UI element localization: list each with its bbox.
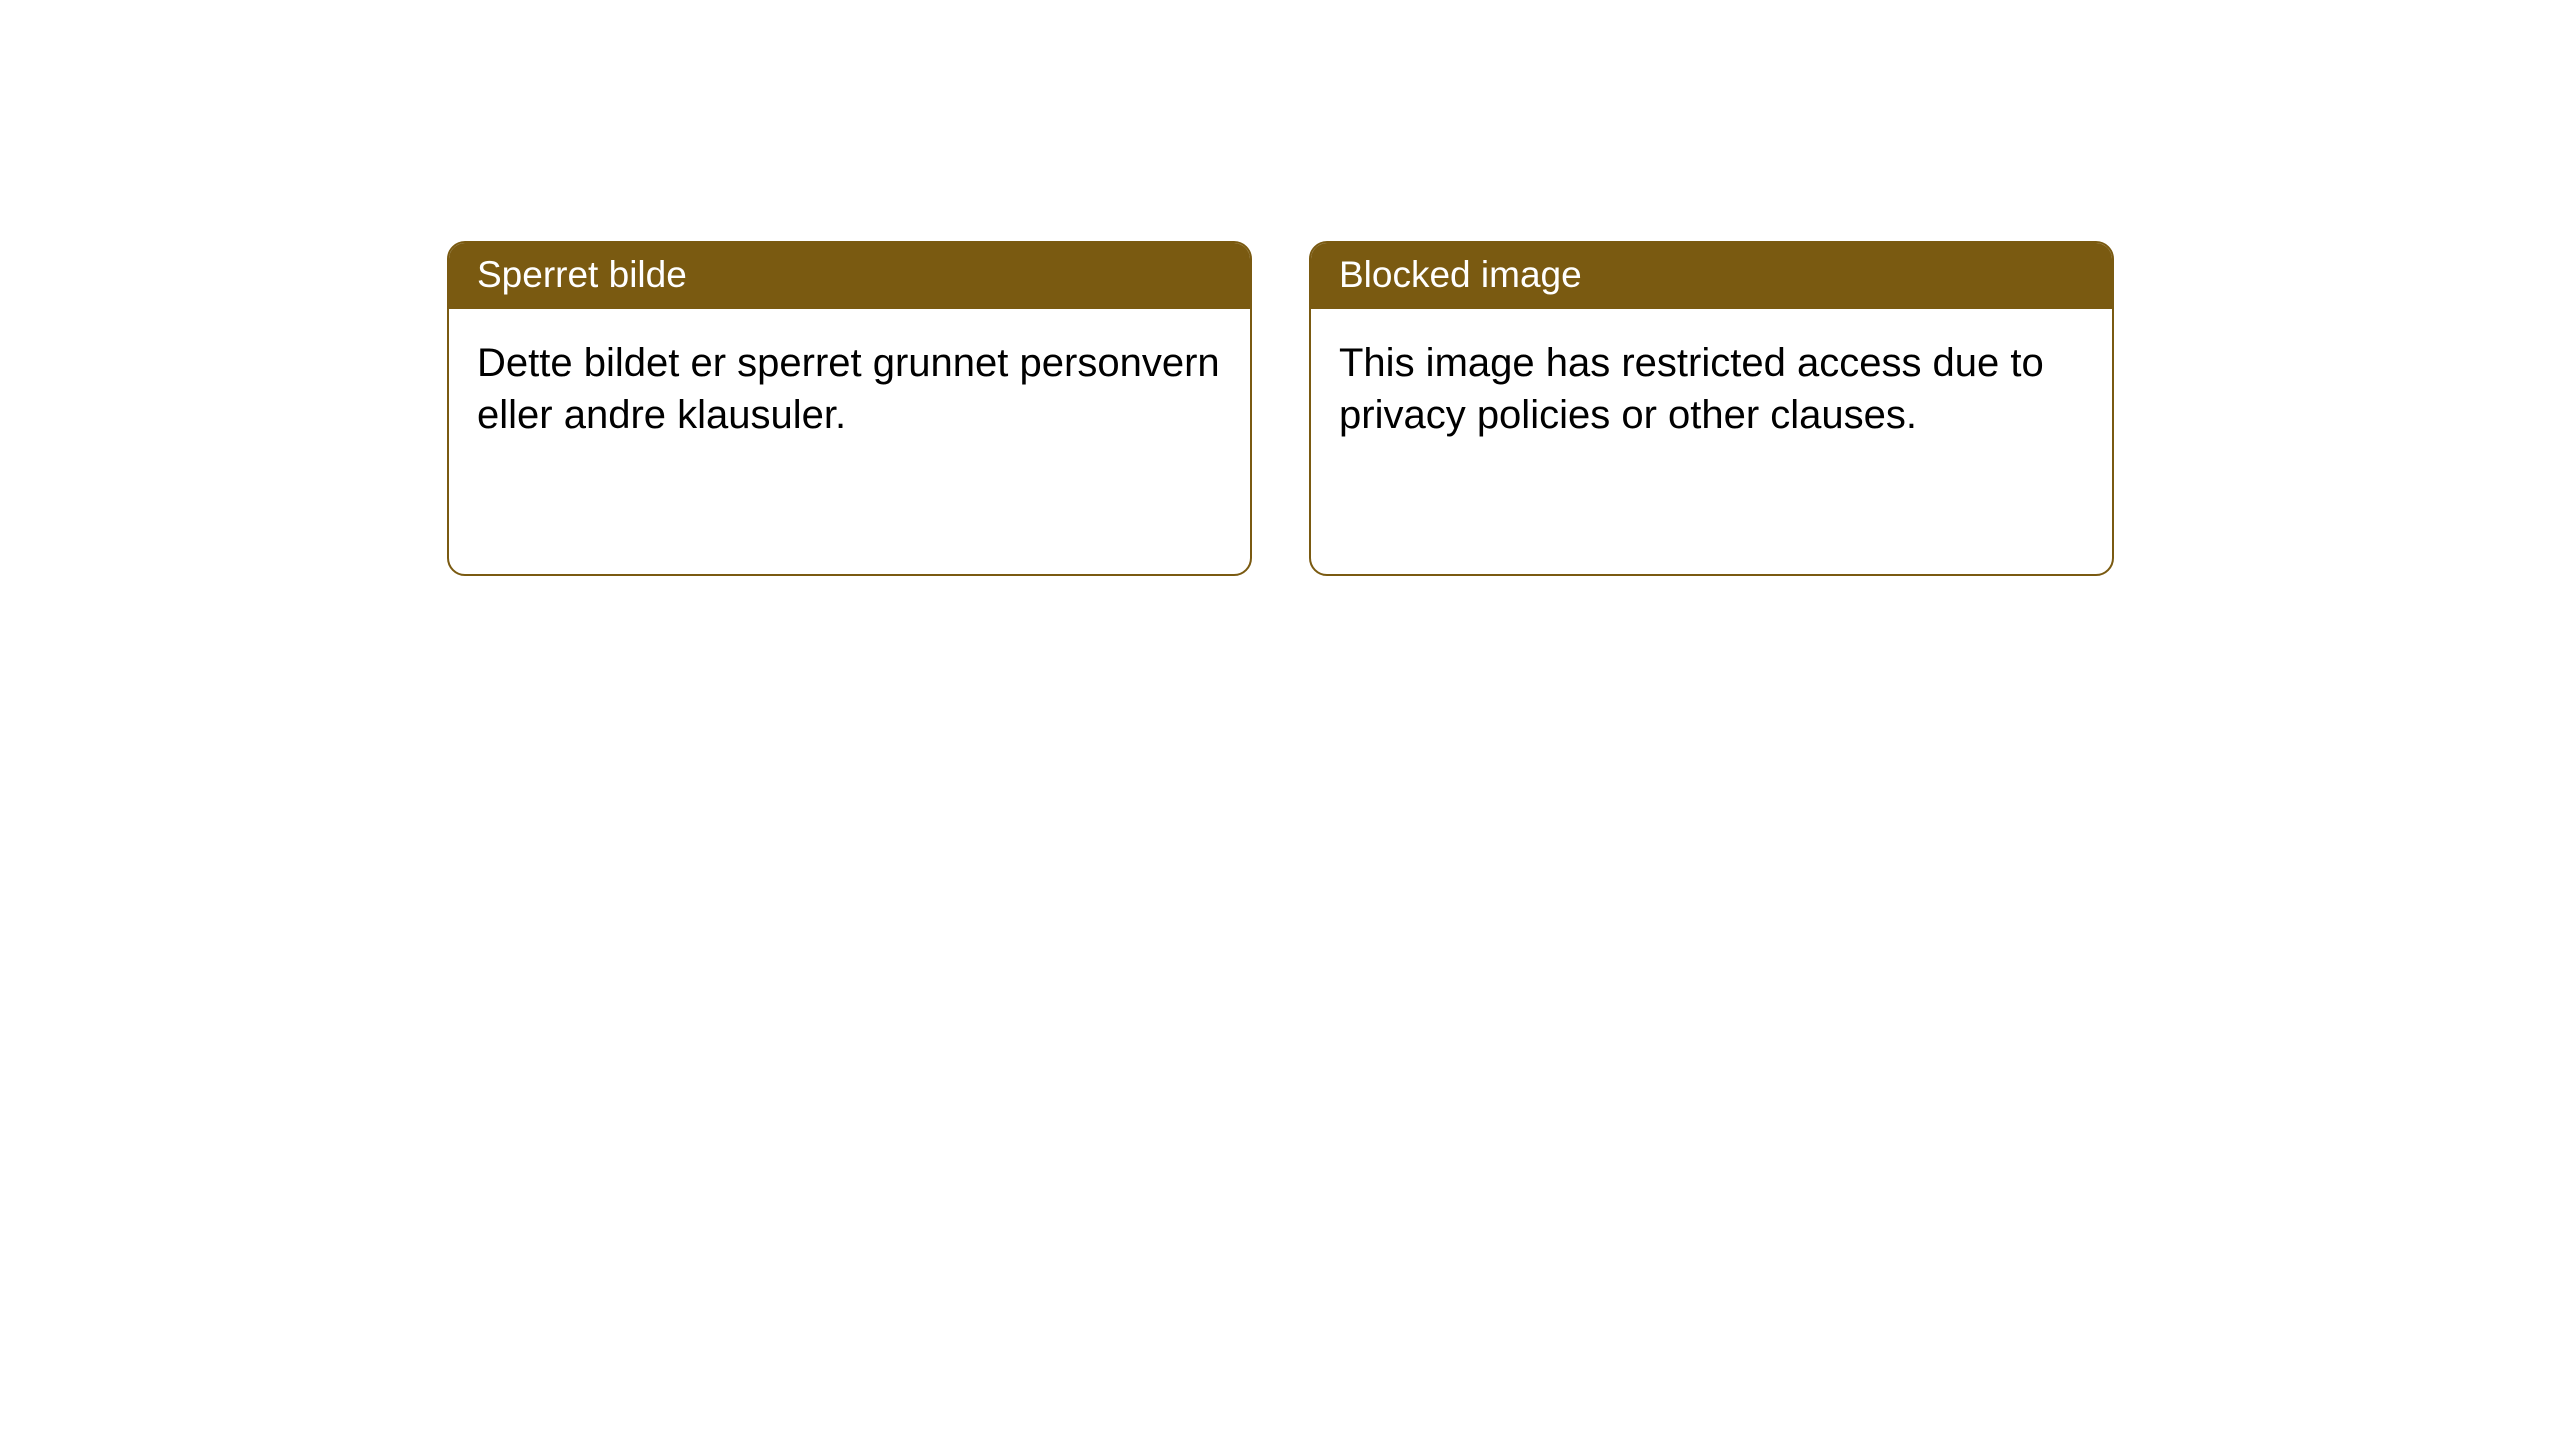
notice-container: Sperret bilde Dette bildet er sperret gr… [0, 0, 2560, 576]
notice-card-english: Blocked image This image has restricted … [1309, 241, 2114, 576]
notice-body-norwegian: Dette bildet er sperret grunnet personve… [449, 309, 1250, 461]
notice-card-norwegian: Sperret bilde Dette bildet er sperret gr… [447, 241, 1252, 576]
notice-body-english: This image has restricted access due to … [1311, 309, 2112, 461]
notice-title-english: Blocked image [1311, 243, 2112, 309]
notice-title-norwegian: Sperret bilde [449, 243, 1250, 309]
